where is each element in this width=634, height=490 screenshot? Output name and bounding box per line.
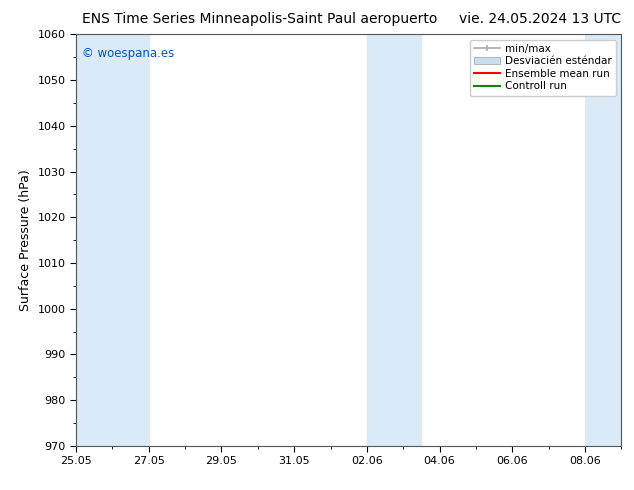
Legend: min/max, Desviacién esténdar, Ensemble mean run, Controll run: min/max, Desviacién esténdar, Ensemble m…: [470, 40, 616, 96]
Y-axis label: Surface Pressure (hPa): Surface Pressure (hPa): [19, 169, 32, 311]
Bar: [585, 34, 621, 446]
Bar: [367, 34, 422, 446]
Text: © woespana.es: © woespana.es: [82, 47, 174, 60]
Text: vie. 24.05.2024 13 UTC: vie. 24.05.2024 13 UTC: [459, 12, 621, 26]
Bar: [76, 34, 149, 446]
Text: ENS Time Series Minneapolis-Saint Paul aeropuerto: ENS Time Series Minneapolis-Saint Paul a…: [82, 12, 438, 26]
